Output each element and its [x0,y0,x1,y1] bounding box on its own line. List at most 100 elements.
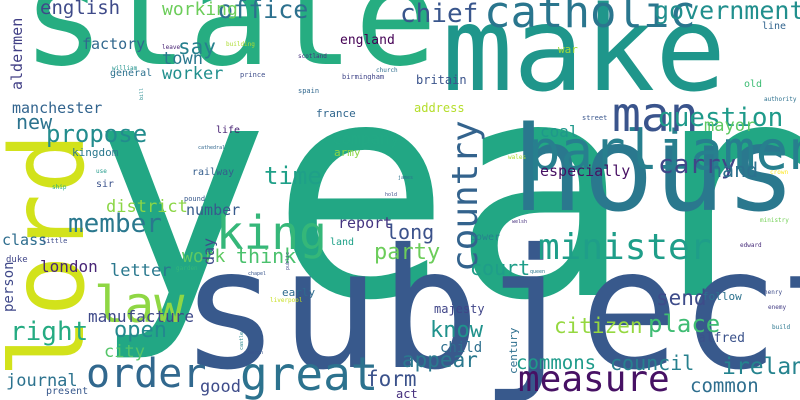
word-know: know [430,318,483,343]
word-house: house [512,100,800,238]
word-person: person [1,261,17,312]
word-london: london [40,257,98,276]
word-queen: queen [530,269,546,275]
word-journal: journal [6,371,78,391]
word-follow: follow [702,290,742,303]
word-form: form [366,367,417,391]
word-scotland: scotland [298,53,327,60]
word-district: district [106,197,188,217]
word-castle: castle [239,331,245,350]
word-party: party [374,240,441,265]
word-army: army [334,146,361,159]
word-general: general [110,68,153,79]
word-state: state [22,0,438,97]
word-england: england [340,33,395,48]
word-catholic: catholic [484,0,696,38]
word-right: right [10,317,89,347]
word-little: little [42,237,68,245]
word-carry: carry [658,150,737,180]
word-majesty: majesty [434,302,485,316]
word-long: long [386,220,435,244]
word-street: street [582,114,608,122]
word-act: act [396,387,418,400]
word-bill: bill [139,87,145,100]
word-ministry: ministry [760,217,789,224]
word-leave: leave [162,44,181,51]
word-measure: measure [518,359,670,400]
word-commons: commons [516,352,597,374]
word-company: company [332,129,400,148]
word-court: court [470,256,531,280]
word-government: government [654,0,800,25]
word-early: early [282,286,316,299]
word-power: power [470,232,501,243]
word-country: country [445,120,486,272]
word-new: new [16,110,53,134]
word-manufacture: manufacture [88,307,194,326]
word-day: day [200,237,218,265]
word-france: france [316,107,356,120]
word-alfred: alfred [698,331,745,346]
word-sir: sir [96,179,115,190]
word-hand: hand [710,158,759,182]
word-work: work [182,246,226,267]
word-report: report [338,214,393,232]
word-pound: pound [184,195,206,203]
word-propose: propose [46,120,148,148]
word-good: good [200,377,241,397]
word-garden: garden [176,265,198,272]
word-parliament: parliament [528,119,800,182]
word-especially: especially [540,162,631,180]
word-worker: worker [162,64,224,84]
word-aldermen: aldermen [8,17,26,90]
word-life: life [216,125,241,136]
word-chief: chief [400,0,479,29]
word-present: present [46,386,89,397]
word-use: use [96,168,107,175]
word-baron: baron [248,350,264,356]
word-child: child [440,340,483,356]
word-letter: letter [110,261,172,281]
word-railway: railway [192,167,235,178]
word-council: council [610,351,695,375]
word-city: city [104,342,145,362]
word-henry: henry [764,289,783,296]
word-think: think [236,244,297,268]
word-appear: appear [402,348,478,372]
word-church: church [376,67,398,74]
word-welsh: welsh [512,219,528,225]
word-wales: wales [508,154,527,161]
word-man: man [612,87,699,143]
word-james: james [398,175,414,181]
word-prince: prince [240,71,266,79]
word-build: build [772,324,791,331]
word-kingdom: kingdom [72,146,119,159]
word-minister: minister [538,227,712,268]
word-line: line [762,21,787,32]
word-english: english [40,0,121,19]
word-member: member [68,209,162,239]
word-law: law [94,276,185,334]
word-land: land [330,237,355,248]
word-say: say [178,35,216,59]
word-factory: factory [82,35,146,53]
word-king: king [216,206,327,260]
word-ship: ship [52,184,67,191]
word-enemy: enemy [768,304,787,311]
word-working: working [162,0,238,20]
word-office: office [218,0,309,24]
word-place: place [648,310,721,338]
word-ireland: ireland [722,354,800,380]
word-duke: duke [6,255,28,265]
word-address: address [414,101,465,115]
word-building: building [226,41,255,48]
word-common: common [690,375,759,397]
word-class: class [2,231,48,249]
word-great: great [240,347,379,400]
word-spain: spain [298,87,320,95]
word-manchester: manchester [12,99,103,117]
word-liverpool: liverpool [270,297,303,304]
word-question: question [658,103,784,133]
word-order: order [86,351,207,397]
